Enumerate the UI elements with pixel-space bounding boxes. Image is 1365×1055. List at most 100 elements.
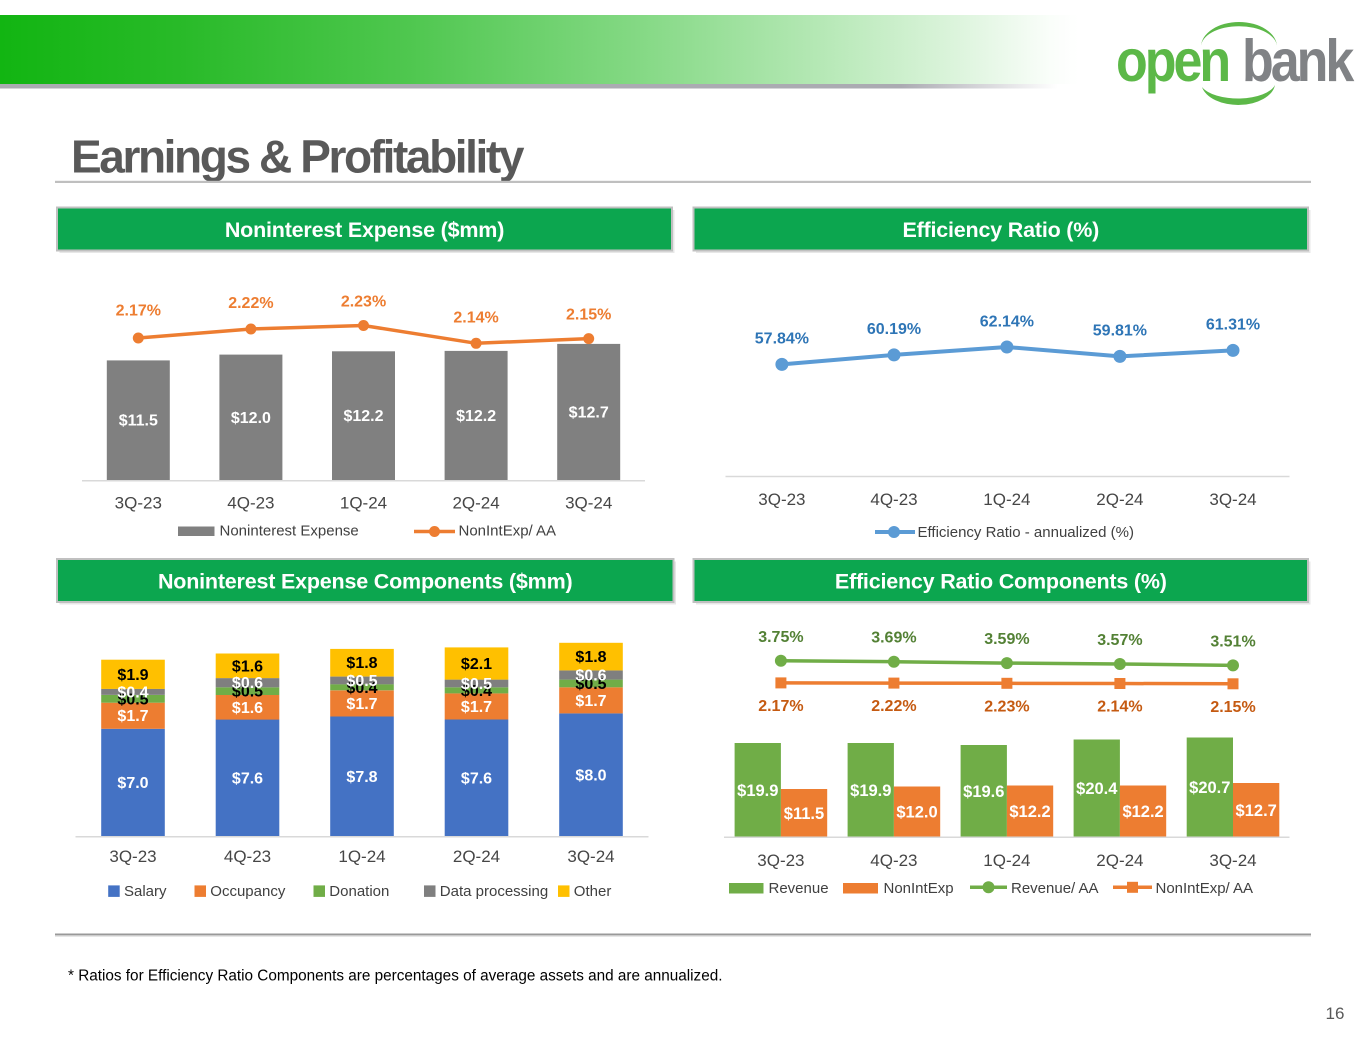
svg-text:$0.5: $0.5 [575,676,606,693]
svg-text:2.22%: 2.22% [228,295,273,312]
svg-text:3Q-23: 3Q-23 [758,490,805,509]
svg-text:1Q-24: 1Q-24 [340,494,387,513]
svg-text:$0.6: $0.6 [232,675,263,692]
svg-text:$7.6: $7.6 [232,770,263,787]
svg-text:$12.0: $12.0 [896,804,937,822]
svg-text:2Q-24: 2Q-24 [1096,490,1143,509]
svg-text:$1.8: $1.8 [575,649,606,666]
svg-text:Noninterest Expense ($mm): Noninterest Expense ($mm) [225,218,504,242]
svg-text:3.69%: 3.69% [871,630,916,647]
svg-text:Noninterest Expense Components: Noninterest Expense Components ($mm) [158,570,573,594]
svg-text:57.84%: 57.84% [755,331,809,348]
svg-text:2.15%: 2.15% [566,307,611,324]
svg-text:2Q-24: 2Q-24 [1096,851,1143,870]
svg-text:1Q-24: 1Q-24 [983,490,1030,509]
svg-text:Salary: Salary [124,883,167,900]
svg-text:$2.1: $2.1 [461,656,492,673]
svg-text:$7.8: $7.8 [346,769,377,786]
svg-text:$0.4: $0.4 [461,683,492,700]
svg-text:61.31%: 61.31% [1206,317,1260,334]
svg-text:4Q-23: 4Q-23 [870,851,917,870]
svg-text:62.14%: 62.14% [980,313,1034,330]
svg-text:3Q-24: 3Q-24 [1209,851,1256,870]
svg-text:3Q-24: 3Q-24 [565,494,612,513]
svg-text:$0.4: $0.4 [346,680,377,697]
svg-text:bank: bank [1242,27,1355,94]
svg-text:$11.5: $11.5 [784,805,824,823]
svg-text:$1.6: $1.6 [232,700,263,717]
svg-text:2.14%: 2.14% [453,310,498,327]
svg-text:$1.8: $1.8 [346,655,377,672]
svg-text:$1.9: $1.9 [117,667,148,684]
svg-text:2.23%: 2.23% [341,294,386,311]
svg-text:3.75%: 3.75% [758,629,803,646]
svg-text:Efficiency Ratio - annualized: Efficiency Ratio - annualized (%) [918,524,1135,541]
svg-text:$1.7: $1.7 [346,696,377,713]
svg-text:Data processing: Data processing [440,883,548,900]
svg-text:2.17%: 2.17% [758,698,803,715]
svg-text:$11.5: $11.5 [119,413,158,430]
svg-text:3Q-24: 3Q-24 [1209,490,1256,509]
svg-text:Efficiency Ratio Components (%: Efficiency Ratio Components (%) [835,570,1167,594]
svg-text:3Q-23: 3Q-23 [115,494,162,513]
svg-text:60.19%: 60.19% [867,321,921,338]
svg-text:$12.7: $12.7 [1236,802,1277,820]
svg-text:NonIntExp: NonIntExp [884,880,954,897]
svg-text:4Q-23: 4Q-23 [224,847,271,866]
svg-text:$19.6: $19.6 [963,783,1004,801]
svg-text:2Q-24: 2Q-24 [452,494,499,513]
svg-text:$1.7: $1.7 [575,693,606,710]
svg-text:$12.7: $12.7 [569,404,609,421]
svg-text:1Q-24: 1Q-24 [983,851,1030,870]
svg-text:$7.0: $7.0 [117,775,148,792]
svg-text:$19.9: $19.9 [850,782,891,800]
svg-text:2.17%: 2.17% [116,303,161,320]
svg-text:2.22%: 2.22% [871,698,916,715]
svg-text:2.14%: 2.14% [1097,699,1142,716]
svg-text:$8.0: $8.0 [575,767,606,784]
svg-text:3.59%: 3.59% [984,631,1029,648]
svg-text:16: 16 [1326,1004,1345,1023]
svg-text:* Ratios for Efficiency Ratio: * Ratios for Efficiency Ratio Components… [68,968,722,985]
svg-text:$7.6: $7.6 [461,770,492,787]
svg-text:Noninterest Expense: Noninterest Expense [220,523,359,540]
svg-text:2Q-24: 2Q-24 [453,847,500,866]
svg-text:$12.2: $12.2 [343,408,383,425]
svg-text:$12.2: $12.2 [456,408,496,425]
svg-text:NonIntExp/ AA: NonIntExp/ AA [1156,880,1254,897]
svg-text:Efficiency Ratio (%): Efficiency Ratio (%) [902,218,1099,242]
svg-text:2.23%: 2.23% [984,698,1029,715]
svg-text:$1.6: $1.6 [232,658,263,675]
svg-text:3Q-24: 3Q-24 [567,847,614,866]
svg-text:$19.9: $19.9 [737,782,778,800]
svg-text:3.51%: 3.51% [1210,633,1255,650]
svg-text:59.81%: 59.81% [1093,323,1147,340]
svg-text:NonIntExp/ AA: NonIntExp/ AA [459,523,557,540]
svg-text:2.15%: 2.15% [1210,699,1255,716]
svg-text:Donation: Donation [329,883,389,900]
svg-text:$12.0: $12.0 [231,410,271,427]
svg-text:$1.7: $1.7 [117,708,148,725]
svg-text:4Q-23: 4Q-23 [227,494,274,513]
svg-text:Earnings & Profitability: Earnings & Profitability [71,131,525,183]
svg-text:Other: Other [574,883,612,900]
svg-text:$12.2: $12.2 [1009,803,1050,821]
svg-text:$0.6: $0.6 [575,668,606,685]
svg-text:$0.5: $0.5 [346,673,377,690]
svg-text:1Q-24: 1Q-24 [338,847,385,866]
svg-text:Revenue/ AA: Revenue/ AA [1011,880,1099,897]
svg-text:$0.5: $0.5 [461,676,492,693]
svg-text:$20.7: $20.7 [1189,779,1230,797]
svg-text:4Q-23: 4Q-23 [870,490,917,509]
svg-text:$0.5: $0.5 [117,691,148,708]
svg-text:$1.7: $1.7 [461,699,492,716]
svg-text:Revenue: Revenue [769,880,829,897]
svg-text:3Q-23: 3Q-23 [757,851,804,870]
svg-text:Occupancy: Occupancy [210,883,286,900]
svg-text:$12.2: $12.2 [1122,803,1163,821]
svg-text:$0.5: $0.5 [232,684,263,701]
svg-text:open: open [1116,27,1228,94]
svg-text:$0.4: $0.4 [117,684,148,701]
svg-text:3.57%: 3.57% [1097,632,1142,649]
svg-text:3Q-23: 3Q-23 [109,847,156,866]
